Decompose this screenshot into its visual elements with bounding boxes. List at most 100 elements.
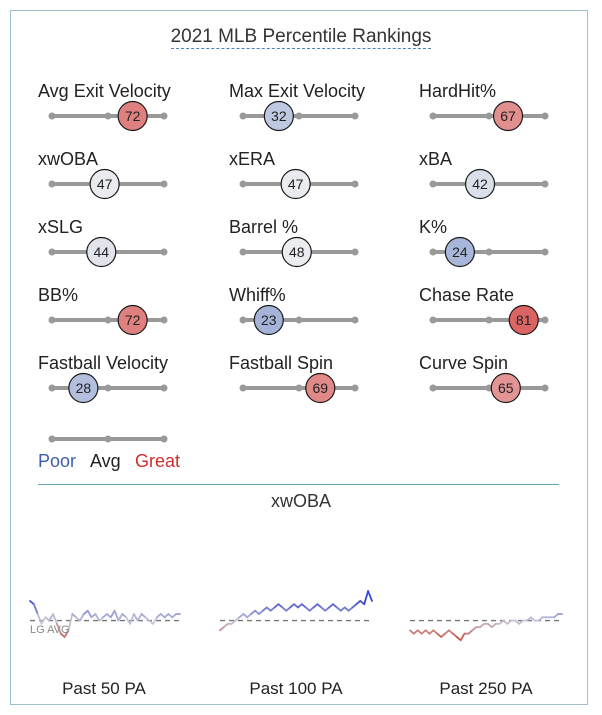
percentile-marker [263, 100, 294, 132]
window-label-250: Past 250 PA [439, 679, 533, 698]
slider-tick [295, 384, 303, 392]
percentile-marker [508, 304, 539, 336]
percentile-card [10, 10, 588, 705]
rolling-segment [117, 613, 124, 622]
slider-tick [239, 180, 247, 188]
slider-barrel: 48 [239, 236, 359, 268]
percentile-value: 48 [289, 244, 305, 260]
chart-title: 2021 MLB Percentile Rankings [0, 26, 602, 49]
percentile-marker [280, 168, 311, 200]
slider-tick [351, 248, 359, 256]
percentile-value: 28 [76, 380, 92, 396]
rolling-segment [125, 616, 131, 625]
slider-tick [429, 112, 437, 120]
percentile-marker [68, 372, 99, 404]
slider-tick [485, 112, 493, 120]
slider-max-exit-velocity: 32 [239, 100, 359, 132]
rolling-segment [36, 613, 43, 625]
slider-tick [160, 384, 168, 392]
slider-xera: 47 [239, 168, 359, 200]
slider-tick [104, 316, 112, 324]
slider-tick [295, 112, 303, 120]
slider-tick [485, 316, 493, 324]
rolling-segment [32, 603, 39, 615]
metric-label-curve-spin: Curve Spin [419, 353, 509, 373]
slider-xslg: 44 [48, 236, 168, 268]
metric-label-hardhit: HardHit% [419, 81, 497, 101]
slider-tick [541, 180, 549, 188]
slider-xwoba: 47 [48, 168, 168, 200]
slider-tick [541, 112, 549, 120]
slider-hardhit: 67 [429, 100, 549, 132]
metric-label-fastball-spin: Fastball Spin [229, 353, 334, 373]
rolling-segment [113, 609, 120, 622]
section-divider [38, 484, 559, 485]
legend-tick [48, 435, 56, 443]
slider-tick [48, 180, 56, 188]
legend-poor: Poor [38, 451, 77, 471]
metric-label-avg-exit-velocity: Avg Exit Velocity [38, 81, 171, 101]
rolling-segment [459, 632, 466, 642]
legend-great: Great [135, 451, 181, 471]
slider-tick [295, 316, 303, 324]
slider-tick [541, 316, 549, 324]
percentile-value: 69 [312, 380, 328, 396]
slider-tick [351, 316, 359, 324]
slider-xba: 42 [429, 168, 549, 200]
slider-tick [160, 180, 168, 188]
slider-tick [429, 248, 437, 256]
season-selector[interactable]: 2021 MLB Percentile Rankings [170, 26, 432, 49]
slider-tick [48, 248, 56, 256]
legend-tick [104, 435, 112, 443]
metric-label-xba: xBA [419, 149, 453, 169]
slider-fastball-velocity: 28 [48, 372, 168, 404]
metric-label-max-exit-velocity: Max Exit Velocity [229, 81, 366, 101]
slider-tick [351, 384, 359, 392]
percentile-marker [253, 304, 284, 336]
slider-tick [160, 316, 168, 324]
metric-label-k: K% [419, 217, 448, 237]
percentile-marker [305, 372, 336, 404]
rolling-segment [367, 590, 373, 602]
slider-tick [429, 180, 437, 188]
rolling-segment [132, 613, 139, 622]
percentile-value: 72 [125, 312, 141, 328]
legend-avg: Avg [90, 451, 121, 471]
percentile-marker [89, 168, 120, 200]
rolling-panel-1 [29, 600, 181, 638]
slider-tick [239, 316, 247, 324]
metric-label-chase-rate: Chase Rate [419, 285, 515, 305]
slider-tick [239, 112, 247, 120]
rolling-segment [40, 616, 47, 625]
percentile-value: 44 [93, 244, 109, 260]
metric-label-bb: BB% [38, 285, 79, 305]
rolling-segment [56, 622, 62, 635]
rolling-panel-3 [409, 613, 563, 642]
metric-label-xwoba: xwOBA [38, 149, 99, 169]
slider-avg-exit-velocity: 72 [48, 100, 168, 132]
percentile-marker [464, 168, 496, 200]
window-label-50: Past 50 PA [62, 679, 146, 698]
rolling-chart-title: xwOBA [270, 491, 331, 511]
slider-tick [104, 384, 112, 392]
rolling-segment [48, 613, 54, 622]
percentile-marker [117, 304, 148, 336]
percentile-value: 32 [271, 108, 287, 124]
slider-tick [48, 384, 56, 392]
rolling-segment [129, 613, 135, 625]
rolling-panel-2 [219, 590, 373, 632]
metric-label-xslg: xSLG [38, 217, 84, 237]
metric-label-fastball-velocity: Fastball Velocity [38, 353, 169, 373]
slider-tick [160, 112, 168, 120]
rolling-segment [136, 613, 143, 622]
slider-whiff: 23 [239, 304, 359, 336]
slider-curve-spin: 65 [429, 372, 549, 404]
slider-tick [485, 248, 493, 256]
rolling-segment [63, 629, 70, 638]
slider-tick [239, 248, 247, 256]
rolling-segment [67, 613, 74, 632]
metric-label-whiff: Whiff% [229, 285, 286, 305]
slider-tick [541, 384, 549, 392]
percentile-value: 67 [500, 108, 516, 124]
